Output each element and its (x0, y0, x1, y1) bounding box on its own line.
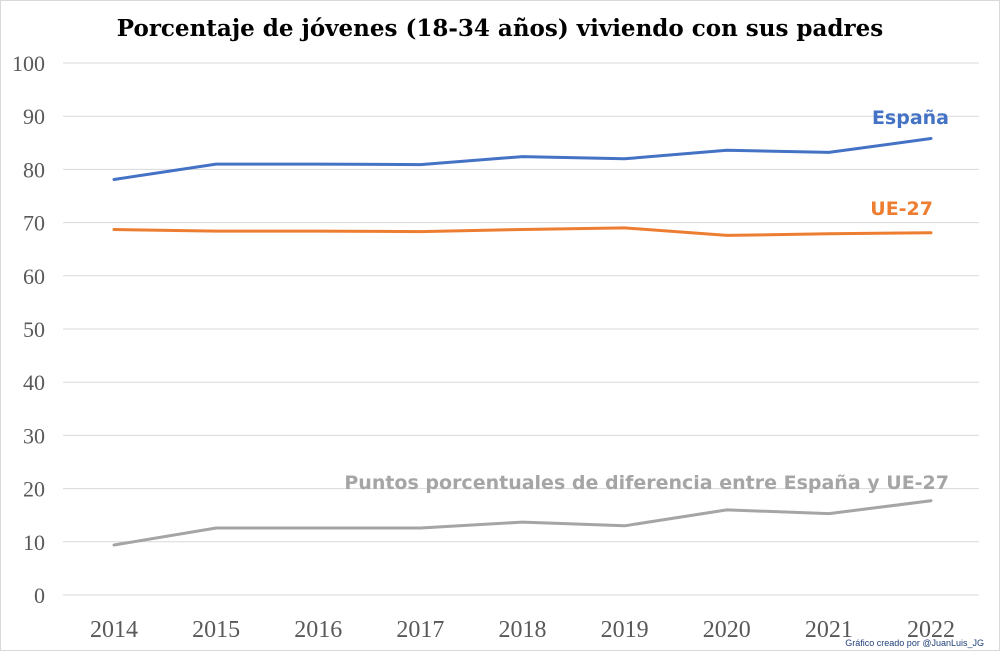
x-tick-label: 2017 (396, 617, 444, 643)
y-tick-label: 80 (23, 157, 45, 182)
y-tick-label: 50 (23, 317, 45, 342)
gridlines (63, 62, 979, 596)
x-tick-label: 2014 (90, 617, 138, 643)
y-tick-label: 60 (23, 264, 45, 289)
y-tick-label: 40 (23, 370, 45, 395)
y-tick-label: 30 (23, 423, 45, 448)
y-axis-ticks: 0 10 20 30 40 50 60 70 80 90 100 (12, 51, 45, 608)
x-tick-label: 2021 (805, 617, 853, 643)
series-label-2: Puntos porcentuales de diferencia entre … (344, 472, 949, 494)
chart-title: Porcentaje de jóvenes (18-34 años) vivie… (117, 15, 883, 42)
y-tick-label: 70 (23, 211, 45, 236)
chart-credit: Gráfico creado por @JuanLuis_JG (845, 638, 984, 648)
x-tick-label: 2015 (192, 617, 240, 643)
y-tick-label: 10 (23, 530, 45, 555)
series-line-2 (112, 499, 933, 547)
x-tick-label: 2018 (499, 617, 547, 643)
series-labels: España UE-27 Puntos porcentuales de difere… (344, 107, 949, 494)
x-tick-label: 2022 (907, 617, 955, 643)
y-tick-label: 90 (23, 104, 45, 129)
x-axis-ticks: 2014 2015 2016 2017 2018 2019 2020 2021 2022 (90, 617, 955, 643)
x-tick-label: 2019 (601, 617, 649, 643)
series-label-0: España (872, 107, 949, 129)
series-line-0 (112, 137, 933, 181)
series-lines (112, 137, 933, 547)
y-tick-label: 20 (23, 477, 45, 502)
series-label-1: UE-27 (870, 198, 933, 220)
x-tick-label: 2016 (294, 617, 342, 643)
series-line-1 (112, 226, 933, 237)
x-tick-label: 2020 (703, 617, 751, 643)
y-tick-label: 0 (34, 583, 45, 608)
y-tick-label: 100 (12, 51, 45, 76)
